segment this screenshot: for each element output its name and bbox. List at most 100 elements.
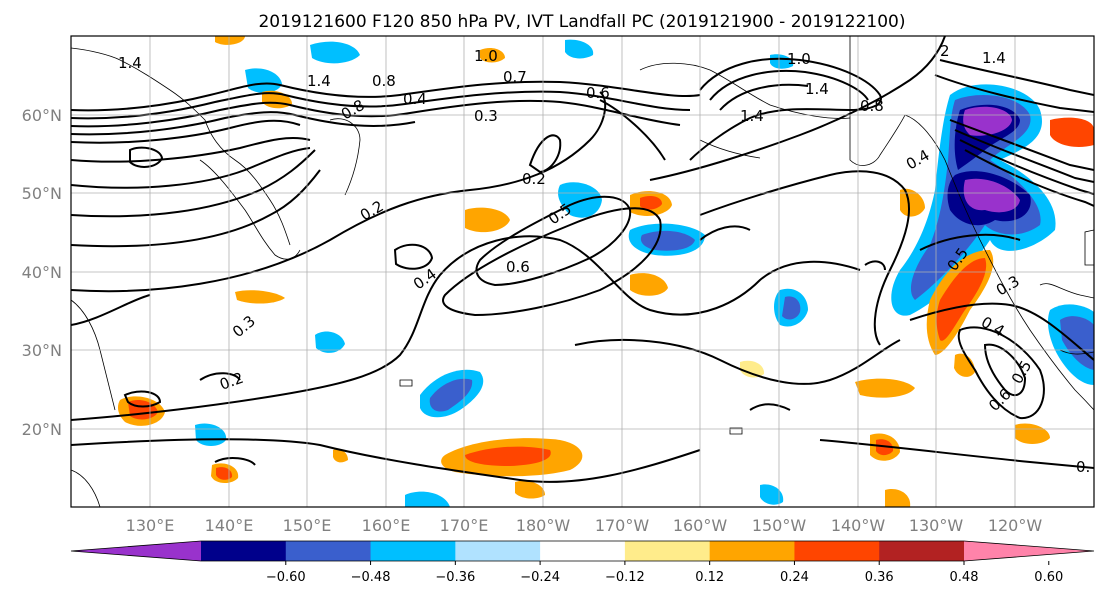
ivt-contour-line bbox=[939, 59, 1094, 96]
ivt-contour-line bbox=[71, 137, 311, 163]
pv-positive-band bbox=[954, 353, 975, 377]
lon-label: 160°E bbox=[362, 516, 411, 535]
state-boundary bbox=[1039, 283, 1094, 299]
colorbar-extend-max bbox=[964, 541, 1094, 561]
lat-label: 60°N bbox=[22, 106, 62, 125]
colorbar-segments bbox=[70, 540, 1095, 562]
ivt-contour-line bbox=[71, 80, 701, 112]
lon-label: 120°W bbox=[988, 516, 1043, 535]
pv-positive-core bbox=[465, 446, 551, 466]
ivt-contour-line bbox=[528, 134, 562, 174]
ivt-contour-line bbox=[954, 129, 1094, 183]
ivt-contour-line bbox=[909, 302, 1094, 361]
ivt-contour-line bbox=[819, 439, 1094, 469]
lat-label: 50°N bbox=[22, 184, 62, 203]
island bbox=[399, 379, 413, 387]
ivt-contour-line bbox=[71, 438, 701, 483]
ivt-contour-line bbox=[983, 343, 1027, 397]
japan-coastline bbox=[199, 159, 301, 260]
ivt-contour-line bbox=[964, 149, 1094, 207]
colorbar-segment bbox=[285, 541, 372, 561]
lon-label: 150°W bbox=[752, 516, 807, 535]
lon-label: 160°W bbox=[673, 516, 728, 535]
aleutian-islands bbox=[699, 139, 761, 159]
lon-label: 140°E bbox=[205, 516, 254, 535]
ivt-contour-line bbox=[71, 235, 861, 421]
contour-label: 1.0 bbox=[474, 47, 498, 65]
island bbox=[729, 427, 743, 435]
pv-negative-band bbox=[1060, 316, 1094, 370]
colorbar-labels: −0.60 −0.48 −0.36 −0.24 −0.12 0.12 0.24 0.36 0.4… bbox=[266, 561, 1063, 585]
contour-label: 1.4 bbox=[740, 107, 764, 125]
contour-label: 1.4 bbox=[118, 54, 142, 72]
contour-label: 1.0 bbox=[787, 50, 811, 68]
mexico-boundary bbox=[1059, 349, 1094, 355]
pv-positive-band bbox=[515, 480, 545, 499]
lat-label: 40°N bbox=[22, 263, 62, 282]
colorbar-segment bbox=[201, 541, 287, 561]
north-america-coastline bbox=[904, 114, 1094, 411]
colorbar-segment bbox=[709, 541, 795, 561]
pv-positive-band bbox=[333, 449, 348, 463]
pv-positive-band bbox=[885, 488, 911, 507]
ivt-contour-line bbox=[71, 169, 321, 248]
pv-positive-band bbox=[215, 36, 245, 45]
colorbar: −0.60 −0.48 −0.36 −0.24 −0.12 0.12 0.24 0.36 0.4… bbox=[70, 540, 1095, 585]
colorbar-tick-label: −0.24 bbox=[520, 570, 560, 585]
pv-negative-band bbox=[405, 491, 450, 507]
lon-label: 150°E bbox=[283, 516, 332, 535]
ivt-contour-line bbox=[129, 146, 164, 168]
pv-negative-band bbox=[310, 41, 360, 64]
lon-label: 180°W bbox=[516, 516, 571, 535]
pv-positive-band bbox=[465, 207, 510, 233]
colorbar-tick-label: −0.36 bbox=[435, 570, 475, 585]
ivt-contour-line bbox=[599, 99, 666, 161]
ivt-contour-line bbox=[689, 57, 882, 161]
lon-label: 140°W bbox=[831, 516, 886, 535]
ivt-contours bbox=[71, 36, 1094, 483]
alaska-coastline bbox=[639, 62, 851, 119]
lon-label: 130°E bbox=[126, 516, 175, 535]
south-china-coastline bbox=[71, 469, 101, 507]
contour-label: 0.2 bbox=[522, 170, 546, 188]
ivt-contour-line bbox=[214, 457, 256, 466]
lat-label: 20°N bbox=[22, 420, 62, 439]
contour-label: 1.4 bbox=[307, 72, 331, 90]
ivt-contour-line bbox=[71, 90, 691, 120]
ivt-contour-line bbox=[199, 372, 241, 381]
contour-label: 0.6 bbox=[506, 258, 530, 276]
ivt-contour-line bbox=[699, 170, 911, 346]
colorbar-segment bbox=[540, 541, 626, 561]
pv-positive-core bbox=[216, 467, 233, 480]
contour-label: 0.8 bbox=[372, 72, 396, 90]
ivt-contour-line bbox=[919, 233, 1021, 251]
asia-coastline bbox=[71, 47, 291, 246]
pv-negative-band bbox=[565, 39, 594, 59]
pv-negative-band bbox=[429, 378, 473, 412]
colorbar-outline bbox=[70, 540, 1095, 562]
pv-negative-band bbox=[315, 331, 345, 353]
pv-positive-core bbox=[640, 196, 662, 210]
colorbar-segment bbox=[455, 541, 541, 561]
ivt-contour-line bbox=[649, 36, 946, 181]
kamchatka-coastline bbox=[329, 118, 361, 196]
ivt-contour-line bbox=[574, 339, 901, 385]
pv-positive-band bbox=[235, 290, 285, 304]
contour-label: 0.8 bbox=[860, 97, 884, 115]
ivt-contour-line bbox=[123, 390, 162, 408]
contour-label: 0.3 bbox=[474, 107, 498, 125]
pv-negative-band bbox=[782, 296, 801, 320]
pv-positive-core bbox=[1050, 117, 1094, 147]
colorbar-segment bbox=[794, 541, 880, 561]
lon-label: 130°W bbox=[909, 516, 964, 535]
pv-shading bbox=[117, 36, 1094, 507]
ivt-contour-line bbox=[71, 294, 151, 326]
ivt-contour-line bbox=[71, 119, 301, 144]
pv-positive-band bbox=[855, 378, 915, 398]
longitude-labels: 130°E 140°E 150°E 160°E 170°E 180°W 170°… bbox=[126, 516, 1043, 535]
ivt-contour-line bbox=[71, 99, 681, 128]
colorbar-tick-label: −0.60 bbox=[266, 570, 306, 585]
lon-label: 170°W bbox=[595, 516, 650, 535]
canada-boundary bbox=[849, 36, 906, 166]
pv-positive-band bbox=[480, 47, 505, 63]
